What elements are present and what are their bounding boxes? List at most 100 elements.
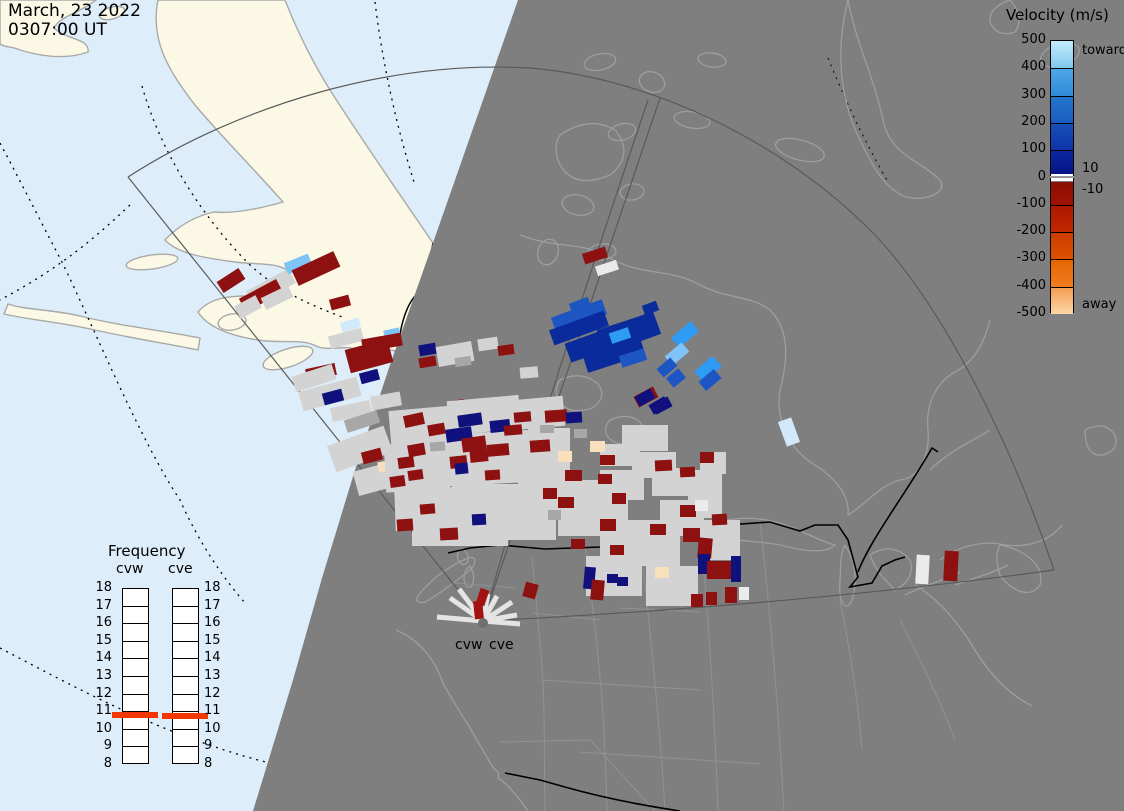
- velocity-cell: [344, 338, 394, 374]
- velocity-cell: [607, 574, 618, 583]
- velocity-cell: [503, 424, 523, 436]
- frequency-tick-label: 11: [95, 703, 112, 719]
- frequency-tick-label: 18: [95, 580, 112, 595]
- velocity-cell: [706, 592, 717, 605]
- radar-label-cve: cve: [489, 637, 514, 653]
- fov-radial-2: [482, 97, 661, 622]
- frequency-tick-label: 8: [204, 756, 213, 771]
- fov-radial-1: [482, 99, 649, 622]
- velocity-cell: [707, 561, 733, 579]
- frequency-scale-line: [123, 658, 148, 660]
- velocity-cell: [622, 311, 662, 345]
- timestamp: March, 23 2022 0307:00 UT: [8, 2, 141, 40]
- velocity-cell: [641, 300, 660, 316]
- velocity-data-cells: [216, 246, 959, 607]
- velocity-cell: [234, 295, 262, 319]
- velocity-cell: [666, 368, 686, 388]
- frequency-tick-label: 15: [204, 632, 221, 648]
- frequency-tick-label: 13: [204, 668, 221, 683]
- date-label: March, 23 2022: [8, 1, 141, 21]
- velocity-tick-label: 300: [1021, 86, 1046, 102]
- time-label: 0307:00 UT: [8, 20, 107, 40]
- velocity-cell: [486, 443, 510, 457]
- velocity-legend: Velocity (m/s) 500 400 300 200 100 0 -100 -200 -…: [990, 0, 1124, 340]
- frequency-legend-title: Frequency: [108, 542, 186, 560]
- frequency-tick-label: 8: [103, 756, 112, 771]
- zero-lower-label: -10: [1082, 182, 1104, 197]
- velocity-cell: [731, 556, 741, 582]
- velocity-cell: [397, 455, 415, 470]
- velocity-cell: [739, 587, 749, 600]
- frequency-scale-line: [173, 693, 198, 695]
- velocity-cell: [497, 343, 515, 357]
- frequency-tick-label: 10: [204, 720, 221, 736]
- velocity-cell: [343, 410, 381, 433]
- colorbar-tick: [1051, 204, 1073, 206]
- radar-near-range-cell: [473, 600, 484, 620]
- frequency-scale-line: [173, 711, 198, 713]
- velocity-cell: [389, 475, 406, 488]
- frequency-scale-box: [122, 588, 149, 764]
- frequency-tick-label: 12: [95, 685, 112, 701]
- velocity-tick-label: 500: [1021, 32, 1046, 47]
- frequency-tick-label: 18: [204, 580, 221, 595]
- colorbar-tick: [1051, 95, 1073, 97]
- colorbar-tick: [1051, 122, 1073, 124]
- frequency-scale-line: [123, 728, 148, 730]
- colorbar-segment: [1051, 41, 1073, 69]
- velocity-cell: [600, 519, 616, 531]
- velocity-cell: [610, 545, 624, 555]
- velocity-tick-label: -200: [1016, 223, 1046, 239]
- frequency-scale-line: [173, 640, 198, 642]
- colorbar-segment: [1051, 181, 1073, 205]
- velocity-tick-label: -100: [1016, 195, 1046, 211]
- frequency-scale-box: [172, 588, 199, 764]
- velocity-cell: [571, 539, 585, 549]
- velocity-cell: [291, 251, 341, 286]
- frequency-tick-label: 17: [204, 597, 221, 613]
- velocity-cell: [283, 253, 313, 275]
- velocity-tick-label: 0: [1037, 168, 1046, 184]
- velocity-cell: [694, 355, 722, 383]
- velocity-cell: [612, 493, 626, 504]
- velocity-cell: [327, 327, 365, 350]
- velocity-cell: [370, 391, 402, 411]
- velocity-cell: [574, 429, 587, 438]
- velocity-cell: [427, 422, 446, 437]
- velocity-cell: [608, 327, 632, 344]
- velocity-cell: [407, 469, 424, 481]
- velocity-cell: [291, 363, 337, 393]
- velocity-cell: [691, 594, 703, 607]
- velocity-cell: [660, 589, 682, 605]
- colorbar-tick: [1051, 68, 1073, 70]
- frequency-scale-line: [173, 676, 198, 677]
- velocity-cell: [454, 355, 472, 368]
- frequency-scale-line: [173, 605, 198, 607]
- velocity-cell: [648, 396, 670, 415]
- frequency-scale-line: [173, 728, 198, 730]
- velocity-cell: [457, 412, 483, 428]
- frequency-tick-label: 14: [95, 650, 112, 666]
- velocity-cell: [471, 513, 487, 526]
- velocity-cell: [654, 459, 673, 472]
- velocity-cell: [594, 259, 620, 277]
- frequency-scale-line: [123, 605, 148, 607]
- velocity-tick-label: 400: [1021, 59, 1046, 75]
- colorbar-segment: [1051, 150, 1073, 175]
- colorbar-tick: [1051, 286, 1073, 288]
- velocity-cell: [529, 439, 551, 453]
- colorbar-segment: [1051, 286, 1073, 314]
- night-coastlines: [395, 0, 1117, 811]
- velocity-cell: [412, 524, 508, 546]
- velocity-cell: [429, 441, 446, 452]
- away-label: away: [1082, 297, 1117, 312]
- velocity-cell: [777, 417, 801, 447]
- radar-site-dot: [478, 618, 488, 628]
- colorbar-segment: [1051, 204, 1073, 233]
- frequency-scale-line: [123, 746, 148, 748]
- velocity-cell: [565, 470, 582, 481]
- colorbar-tick: [1051, 259, 1073, 261]
- velocity-cell: [711, 513, 728, 526]
- frequency-tick-label: 13: [95, 668, 112, 683]
